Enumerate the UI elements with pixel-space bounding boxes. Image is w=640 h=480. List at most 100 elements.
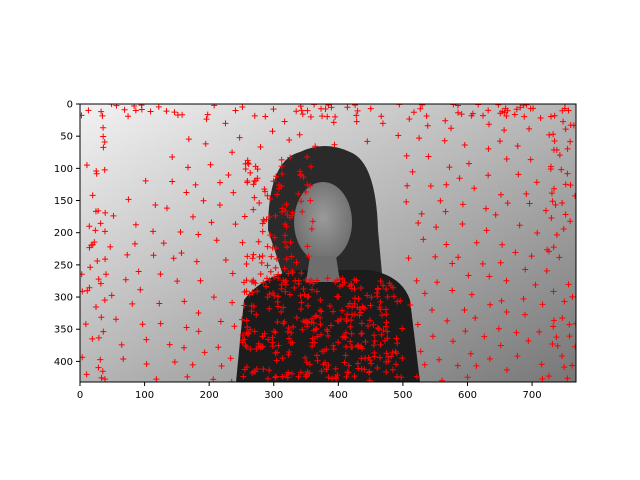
keypoint-marker	[101, 376, 108, 382]
keypoint-marker	[259, 333, 266, 340]
keypoint-marker	[200, 197, 207, 204]
keypoint-marker	[502, 105, 509, 112]
keypoint-marker	[368, 294, 375, 301]
keypoint-marker	[310, 280, 317, 287]
keypoint-marker	[244, 177, 251, 184]
keypoint-marker	[378, 113, 385, 120]
keypoint-marker	[298, 306, 305, 312]
keypoint-marker	[364, 138, 371, 145]
keypoint-marker	[449, 338, 456, 345]
keypoint-marker	[295, 373, 302, 380]
keypoint-marker	[374, 286, 381, 293]
keypoint-marker	[384, 335, 391, 342]
keypoint-marker	[92, 227, 99, 234]
keypoint-marker	[355, 295, 362, 302]
keypoint-marker	[313, 352, 320, 359]
keypoint-marker	[367, 105, 374, 112]
keypoint-marker	[313, 288, 320, 295]
keypoint-marker	[380, 327, 387, 334]
keypoint-marker	[275, 293, 282, 300]
keypoint-marker	[272, 212, 279, 219]
keypoint-marker	[501, 127, 508, 134]
keypoint-marker	[296, 131, 303, 138]
keypoint-marker	[351, 311, 358, 318]
keypoint-marker	[83, 162, 90, 169]
keypoint-marker	[139, 321, 146, 328]
keypoint-marker	[299, 111, 306, 118]
keypoint-marker	[208, 219, 215, 226]
keypoint-marker	[499, 241, 506, 248]
keypoint-marker	[257, 344, 264, 351]
keypoint-marker	[343, 343, 350, 350]
keypoint-marker	[273, 373, 280, 380]
keypoint-marker	[243, 261, 250, 268]
keypoint-marker	[442, 208, 449, 215]
keypoint-marker	[288, 370, 295, 377]
keypoint-marker	[103, 271, 110, 278]
keypoint-marker	[353, 118, 360, 125]
keypoint-marker	[443, 181, 450, 188]
keypoint-marker	[150, 228, 157, 235]
keypoint-marker	[152, 202, 159, 209]
keypoint-marker	[264, 262, 271, 269]
keypoint-marker	[98, 374, 105, 381]
keypoint-marker	[100, 144, 107, 151]
keypoint-marker	[378, 331, 385, 338]
keypoint-marker	[282, 221, 289, 228]
keypoint-marker	[429, 333, 436, 340]
keypoint-marker	[250, 181, 257, 188]
keypoint-marker	[80, 112, 85, 119]
keypoint-marker	[566, 321, 573, 328]
keypoint-marker	[547, 113, 554, 120]
keypoint-marker	[247, 169, 254, 176]
keypoint-marker	[272, 245, 279, 252]
keypoint-marker	[243, 317, 250, 324]
keypoint-marker	[539, 375, 546, 382]
keypoint-marker	[166, 341, 173, 348]
keypoint-marker	[413, 373, 420, 380]
keypoint-marker	[100, 124, 107, 131]
keypoint-marker	[324, 328, 331, 335]
keypoint-marker	[324, 113, 331, 120]
keypoint-marker	[272, 374, 279, 381]
keypoint-marker	[97, 220, 104, 227]
keypoint-marker	[560, 226, 567, 233]
keypoint-marker	[272, 329, 279, 336]
keypoint-marker	[239, 316, 246, 323]
keypoint-marker	[169, 154, 176, 161]
keypoint-marker	[285, 270, 292, 277]
keypoint-marker	[464, 374, 471, 381]
keypoint-marker	[274, 191, 281, 198]
keypoint-marker	[334, 277, 341, 284]
keypoint-marker	[300, 285, 307, 292]
keypoint-marker	[95, 276, 102, 283]
keypoint-marker	[89, 192, 96, 199]
keypoint-marker	[349, 343, 356, 350]
keypoint-marker	[356, 312, 363, 319]
keypoint-marker	[461, 141, 468, 148]
keypoint-marker	[275, 274, 282, 281]
keypoint-marker	[497, 342, 504, 349]
keypoint-marker	[203, 116, 210, 123]
keypoint-marker	[318, 331, 325, 338]
keypoint-marker	[163, 108, 170, 115]
keypoint-marker	[525, 337, 532, 344]
keypoint-marker	[298, 299, 305, 306]
keypoint-marker	[287, 239, 294, 246]
keypoint-marker	[538, 361, 545, 368]
keypoint-marker	[87, 264, 94, 271]
keypoint-marker	[267, 268, 274, 275]
keypoint-marker	[251, 194, 258, 201]
keypoint-marker	[325, 362, 332, 369]
keypoint-marker	[358, 345, 365, 352]
keypoint-marker	[282, 239, 289, 246]
keypoint-marker	[305, 293, 312, 300]
keypoint-marker	[255, 340, 262, 347]
keypoint-marker	[249, 289, 256, 296]
keypoint-marker	[383, 369, 390, 376]
keypoint-marker	[561, 364, 568, 371]
keypoint-marker	[210, 376, 217, 382]
keypoint-marker	[102, 209, 109, 216]
keypoint-marker	[551, 185, 558, 192]
keypoint-marker	[265, 336, 272, 343]
